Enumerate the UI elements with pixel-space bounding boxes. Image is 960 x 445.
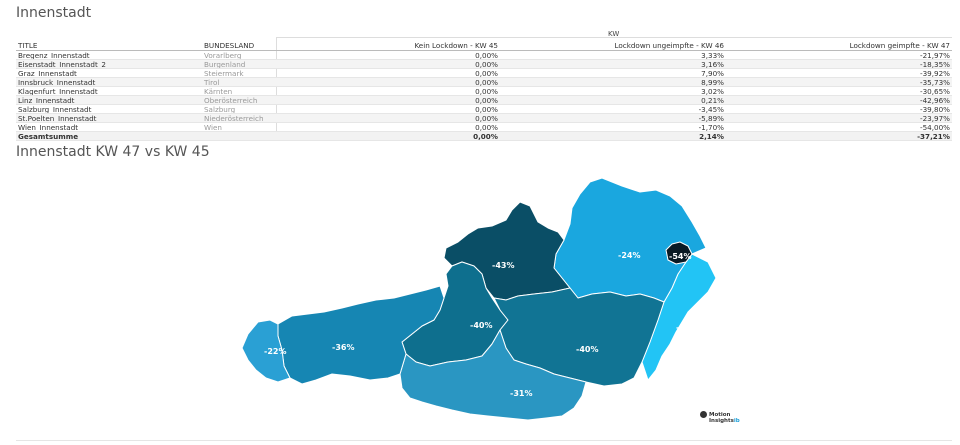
table-header-row: TITLE BUNDESLAND Kein Lockdown - KW 45 L… (16, 40, 952, 51)
cell-title: Linz_Innenstadt (16, 95, 202, 105)
table-row[interactable]: Linz_Innenstadt Oberösterreich 0,00% 0,2… (16, 95, 952, 105)
table-row[interactable]: Klagenfurt_Innenstadt Kärnten 0,00% 3,02… (16, 86, 952, 96)
cell-bundesland: Niederösterreich (202, 113, 276, 123)
total-label: Gesamtsumme (16, 131, 202, 141)
label-burgenland: -18% (676, 323, 698, 332)
cell-bundesland: Vorarlberg (202, 50, 276, 60)
motion-insights-logo: Motion Insightsib (700, 411, 740, 424)
austria-map: -22% -36% -40% -43% -24% -54% -18% -40% … (230, 170, 730, 440)
map-title: Innenstadt KW 47 vs KW 45 (16, 144, 210, 160)
logo-mark-icon (700, 411, 707, 418)
logo-line1: Motion (709, 412, 731, 418)
cell-kw46: 3,16% (500, 59, 726, 69)
kw-group-header: KW (608, 30, 620, 38)
table-total-row: Gesamtsumme 0,00% 2,14% -37,21% (16, 131, 952, 141)
region-tirol[interactable] (277, 285, 445, 385)
cell-kw46: 3,02% (500, 86, 726, 96)
total-kw45: 0,00% (276, 131, 500, 141)
cell-kw45: 0,00% (276, 122, 500, 132)
table-row[interactable]: Innsbruck_Innenstadt Tirol 0,00% 8,99% -… (16, 77, 952, 87)
cell-bundesland: Tirol (202, 77, 276, 87)
austria-map-svg: -22% -36% -40% -43% -24% -54% -18% -40% … (241, 177, 717, 421)
label-niederoesterreich: -24% (618, 251, 640, 260)
cell-kw47: -21,97% (726, 50, 952, 60)
cell-kw46: 3,33% (500, 50, 726, 60)
table-row[interactable]: Bregenz_Innenstadt Vorarlberg 0,00% 3,33… (16, 50, 952, 60)
column-header-kw45[interactable]: Kein Lockdown - KW 45 (276, 40, 500, 51)
region-vorarlberg[interactable] (241, 319, 291, 383)
label-wien: -54% (669, 252, 691, 261)
cell-bundesland: Wien (202, 122, 276, 132)
cell-bundesland: Steiermark (202, 68, 276, 78)
table-row[interactable]: Eisenstadt_Innenstadt_2 Burgenland 0,00%… (16, 59, 952, 69)
cell-kw45: 0,00% (276, 113, 500, 123)
bottom-divider (16, 440, 952, 441)
cell-kw46: 7,90% (500, 68, 726, 78)
table-row[interactable]: St.Poelten_Innenstadt Niederösterreich 0… (16, 113, 952, 123)
table-row[interactable]: Wien_Innenstadt Wien 0,00% -1,70% -54,00… (16, 122, 952, 132)
total-bundesland (202, 131, 276, 141)
data-table: TITLE BUNDESLAND Kein Lockdown - KW 45 L… (16, 40, 952, 141)
label-vorarlberg: -22% (264, 347, 286, 356)
cell-kw46: 0,21% (500, 95, 726, 105)
cell-kw46: -3,45% (500, 104, 726, 114)
cell-bundesland: Oberösterreich (202, 95, 276, 105)
cell-kw45: 0,00% (276, 86, 500, 96)
cell-kw45: 0,00% (276, 50, 500, 60)
cell-bundesland: Salzburg (202, 104, 276, 114)
cell-kw47: -35,73% (726, 77, 952, 87)
cell-kw45: 0,00% (276, 59, 500, 69)
cell-kw47: -39,80% (726, 104, 952, 114)
cell-title: Wien_Innenstadt (16, 122, 202, 132)
logo-line2: Insights (709, 418, 734, 424)
column-header-kw47[interactable]: Lockdown geimpfte - KW 47 (726, 40, 952, 51)
label-tirol: -36% (332, 343, 354, 352)
cell-kw46: 8,99% (500, 77, 726, 87)
cell-title: Salzburg_Innenstadt (16, 104, 202, 114)
total-kw47: -37,21% (726, 131, 952, 141)
cell-kw45: 0,00% (276, 68, 500, 78)
table-row[interactable]: Graz_Innenstadt Steiermark 0,00% 7,90% -… (16, 68, 952, 78)
header-divider (276, 37, 952, 38)
cell-kw46: -5,89% (500, 113, 726, 123)
cell-kw47: -23,97% (726, 113, 952, 123)
cell-kw47: -42,96% (726, 95, 952, 105)
cell-kw46: -1,70% (500, 122, 726, 132)
table-row[interactable]: Salzburg_Innenstadt Salzburg 0,00% -3,45… (16, 104, 952, 114)
cell-title: Eisenstadt_Innenstadt_2 (16, 59, 202, 69)
cell-kw45: 0,00% (276, 104, 500, 114)
cell-title: Innsbruck_Innenstadt (16, 77, 202, 87)
cell-title: Bregenz_Innenstadt (16, 50, 202, 60)
label-salzburg: -40% (470, 321, 492, 330)
cell-kw45: 0,00% (276, 95, 500, 105)
cell-kw45: 0,00% (276, 77, 500, 87)
label-steiermark: -40% (576, 345, 598, 354)
cell-title: Klagenfurt_Innenstadt (16, 86, 202, 96)
cell-title: Graz_Innenstadt (16, 68, 202, 78)
cell-title: St.Poelten_Innenstadt (16, 113, 202, 123)
region-kaernten[interactable] (399, 329, 587, 421)
total-kw46: 2,14% (500, 131, 726, 141)
cell-kw47: -18,35% (726, 59, 952, 69)
cell-kw47: -30,65% (726, 86, 952, 96)
region-wien[interactable] (665, 241, 693, 265)
column-header-title[interactable]: TITLE (16, 40, 202, 51)
column-header-kw46[interactable]: Lockdown ungeimpfte - KW 46 (500, 40, 726, 51)
cell-kw47: -54,00% (726, 122, 952, 132)
page-title: Innenstadt (16, 5, 92, 21)
label-oberoesterreich: -43% (492, 261, 514, 270)
logo-suffix: ib (733, 418, 740, 424)
column-header-bundesland[interactable]: BUNDESLAND (202, 40, 276, 51)
label-kaernten: -31% (510, 389, 532, 398)
cell-bundesland: Kärnten (202, 86, 276, 96)
cell-kw47: -39,92% (726, 68, 952, 78)
cell-bundesland: Burgenland (202, 59, 276, 69)
